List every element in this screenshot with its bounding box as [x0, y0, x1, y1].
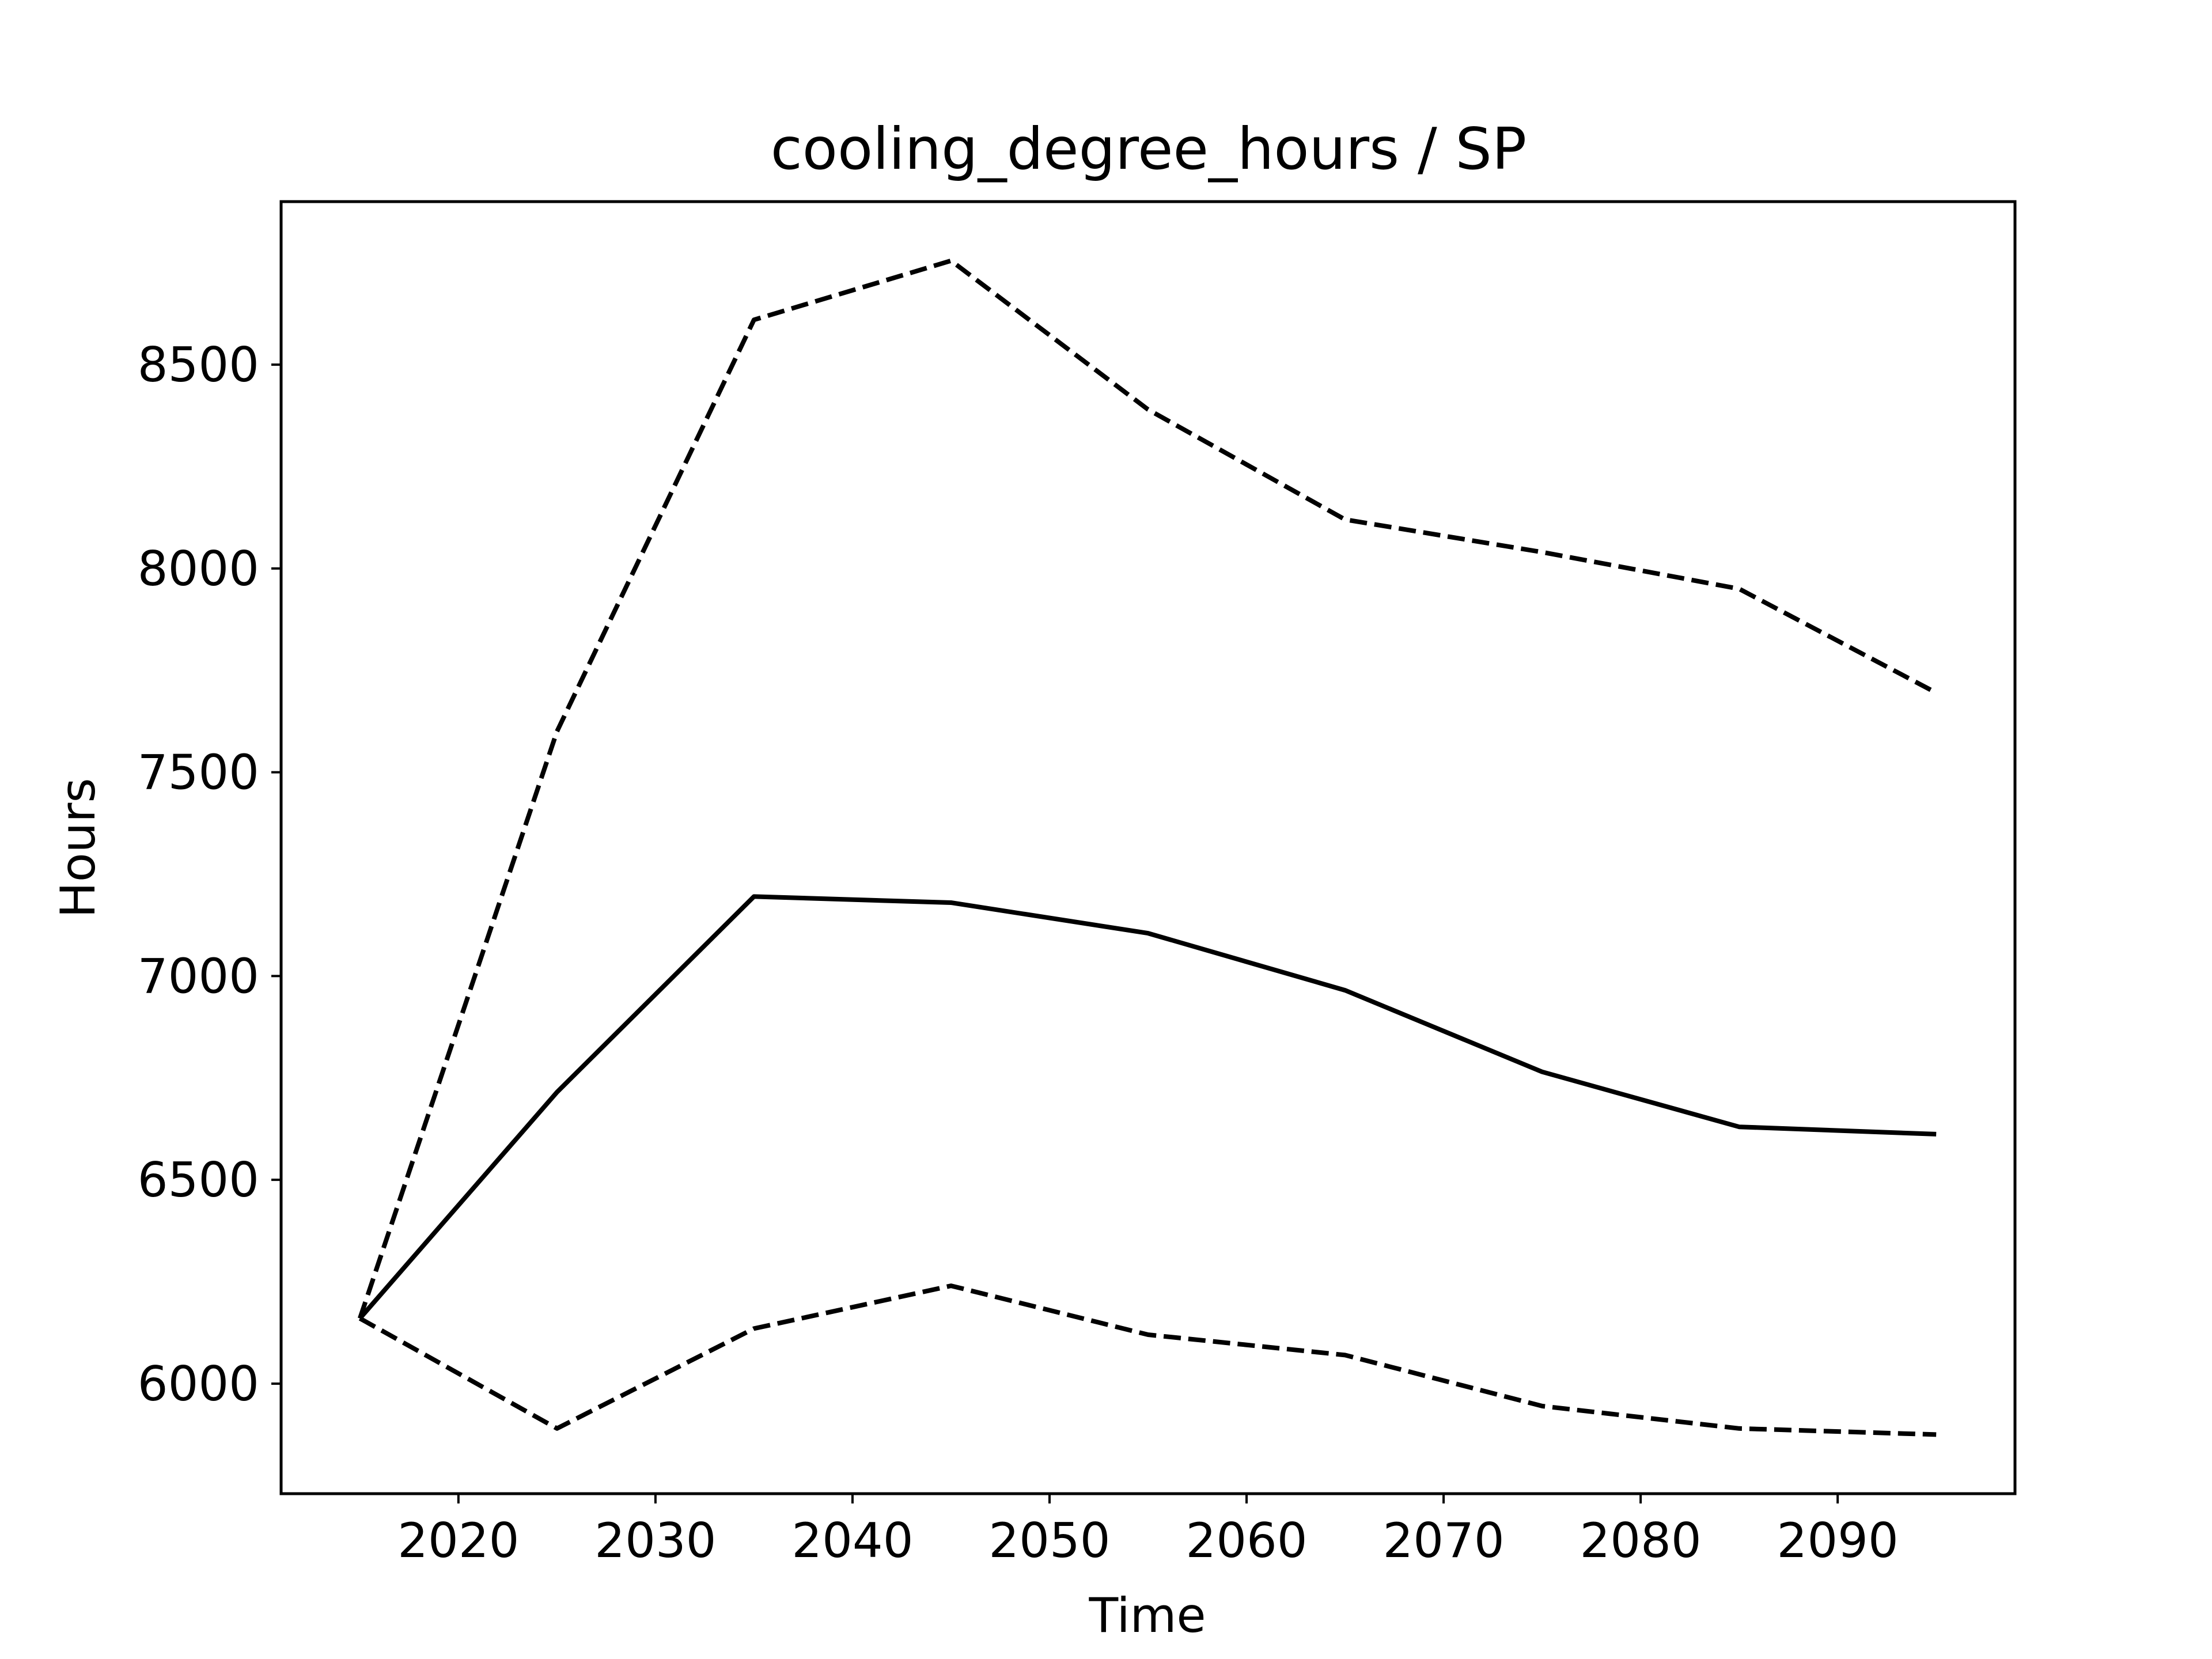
- y-tick-label: 6500: [138, 1152, 259, 1208]
- x-tick-label: 2090: [1777, 1513, 1899, 1569]
- y-tick-label: 8000: [138, 541, 259, 597]
- y-axis: 6000 6500 7000 7500 8000 8500: [138, 337, 281, 1412]
- x-tick-label: 2040: [791, 1513, 913, 1569]
- axes-frame: [279, 200, 2017, 1495]
- y-tick-label: 8500: [138, 337, 259, 393]
- y-axis-label: Hours: [50, 778, 106, 918]
- x-axis: 2020 2030 2040 2050 2060 2070 2080 2090: [397, 1494, 1899, 1569]
- x-axis-label: Time: [1088, 1588, 1206, 1643]
- y-tick-label: 7500: [138, 745, 259, 801]
- y-tick-label: 6000: [138, 1356, 259, 1412]
- series-line-0: [358, 894, 1937, 1320]
- x-tick-label: 2030: [594, 1513, 716, 1569]
- x-tick-label: 2080: [1580, 1513, 1701, 1569]
- x-tick-label: 2060: [1185, 1513, 1307, 1569]
- plot-area: [358, 258, 1938, 1437]
- chart-title: cooling_degree_hours / SP: [771, 115, 1527, 183]
- series-line-2: [358, 1283, 1937, 1437]
- x-tick-label: 2050: [988, 1513, 1110, 1569]
- x-tick-label: 2070: [1382, 1513, 1504, 1569]
- series-line-1: [358, 258, 1938, 1319]
- x-tick-label: 2020: [397, 1513, 519, 1569]
- y-tick-label: 7000: [138, 948, 259, 1004]
